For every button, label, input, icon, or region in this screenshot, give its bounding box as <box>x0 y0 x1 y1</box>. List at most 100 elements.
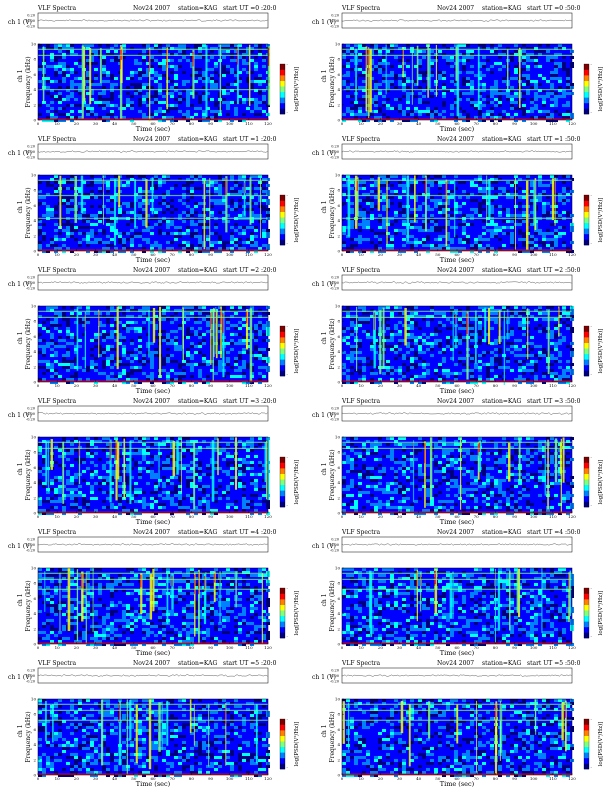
spectrogram-cell <box>542 348 546 351</box>
spectrogram-cell <box>214 250 218 253</box>
spectrogram-cell <box>378 250 382 253</box>
spectrogram-cell <box>74 348 78 351</box>
spectrogram-cell <box>254 312 258 315</box>
spectrogram-cell <box>74 229 78 232</box>
spectrogram-cell <box>458 71 462 74</box>
spectrogram-cell <box>182 187 186 190</box>
sferic-burst <box>249 177 252 225</box>
spectrogram-cell <box>550 175 554 178</box>
spectrogram-cell <box>66 235 70 238</box>
spectrogram-cell <box>42 354 46 357</box>
sferic-burst <box>215 311 218 359</box>
spectrogram-cell <box>130 440 134 443</box>
sferic-burst <box>435 44 437 97</box>
spectrogram-cell <box>358 187 362 190</box>
spectrogram-cell <box>198 312 202 315</box>
spectrogram-cell <box>138 366 142 369</box>
spectrogram-cell <box>450 372 454 375</box>
spectrogram-cell <box>86 86 90 89</box>
spectrogram-cell <box>218 330 222 333</box>
spectrogram-cell <box>110 83 114 86</box>
spectrogram-cell <box>74 62 78 65</box>
spectrogram-cell <box>110 113 114 116</box>
colorbar-frame <box>279 325 286 377</box>
spectrogram-cell <box>242 119 246 122</box>
spectrogram-cell <box>142 238 146 241</box>
spectrogram-cell <box>546 238 550 241</box>
spectrogram-cell <box>566 74 570 77</box>
spectrogram-cell <box>118 494 122 497</box>
x-tick-label: 90 <box>208 121 214 126</box>
spectrogram-cell <box>430 208 434 211</box>
spectrogram-cell <box>478 250 482 253</box>
spectrogram-cell <box>90 190 94 193</box>
spectrogram-cell <box>414 53 418 56</box>
spectrogram-cell <box>478 244 482 247</box>
spectrogram-cell <box>386 83 390 86</box>
spectrogram-cell <box>90 113 94 116</box>
spectrogram-cell <box>142 199 146 202</box>
spectrogram-cell <box>350 348 354 351</box>
spectrogram-cell <box>398 107 402 110</box>
spectrogram-cell <box>462 56 466 59</box>
colorbar-segment <box>280 80 285 87</box>
spectrogram-cell <box>530 59 534 62</box>
spectrogram-cell <box>106 116 110 119</box>
spectrogram-cell <box>534 62 538 65</box>
spectrogram-cell <box>522 241 526 244</box>
sferic-burst <box>114 179 116 246</box>
spectrogram-cell <box>82 497 86 500</box>
spectrogram-cell <box>474 107 478 110</box>
y-tick-label: 10 <box>31 304 37 309</box>
spectrogram-cell <box>46 318 50 321</box>
spectrogram-cell <box>106 208 110 211</box>
spectrogram-cell <box>90 485 94 488</box>
spectrogram-cell <box>126 375 130 378</box>
spectrogram-cell <box>118 235 122 238</box>
spectrogram-cell <box>190 232 194 235</box>
spectrogram-cell <box>74 77 78 80</box>
colorbar-segment <box>584 75 589 81</box>
spectrogram-cell <box>350 107 354 110</box>
spectrogram-cell <box>194 318 198 321</box>
spectrogram-cell <box>402 86 406 89</box>
spectrogram-cell <box>202 306 206 309</box>
spectrogram-cell <box>78 366 82 369</box>
spectrogram-cell <box>258 77 262 80</box>
spectrogram-cell <box>458 181 462 184</box>
spectrogram-cell <box>446 214 450 217</box>
spectrogram-cell <box>62 71 66 74</box>
spectrogram-cell <box>342 65 346 68</box>
spectrogram-cell <box>386 336 390 339</box>
spectrogram-cell <box>110 378 114 381</box>
spectrogram-cell <box>110 354 114 357</box>
spectrogram-cell <box>394 345 398 348</box>
spectrogram-cell <box>554 205 558 208</box>
spectrogram-cell <box>166 205 170 208</box>
spectrogram-cell <box>462 327 466 330</box>
sferic-burst <box>416 45 419 86</box>
spectrogram-cell <box>50 119 54 122</box>
spectrogram-cell <box>482 113 486 116</box>
spectrogram-cell <box>230 208 234 211</box>
spectrogram-cell <box>202 178 206 181</box>
spectrogram-panel: VLF Spectra Nov24 2007 station=KAG start UT… <box>2 133 302 263</box>
spectrogram-cell <box>430 178 434 181</box>
spectrogram-cell <box>446 381 450 384</box>
spectrogram-cell <box>258 351 262 354</box>
spectrogram-cell <box>198 98 202 101</box>
spectrogram-cell <box>354 327 358 330</box>
spectrogram-cell <box>438 345 442 348</box>
spectrogram-cell <box>114 378 118 381</box>
spectrogram-cell <box>46 309 50 312</box>
x-tick-label: 60 <box>454 121 460 126</box>
spectrogram-cell <box>186 244 190 247</box>
spectrogram-cell <box>162 89 166 92</box>
spectrogram-cell <box>538 83 542 86</box>
spectrogram-cell <box>418 113 422 116</box>
spectrogram-cell <box>98 488 102 491</box>
spectrogram-cell <box>58 247 62 250</box>
spectrogram-cell <box>254 68 258 71</box>
spectrogram-cell <box>202 357 206 360</box>
spectrogram-cell <box>478 110 482 113</box>
